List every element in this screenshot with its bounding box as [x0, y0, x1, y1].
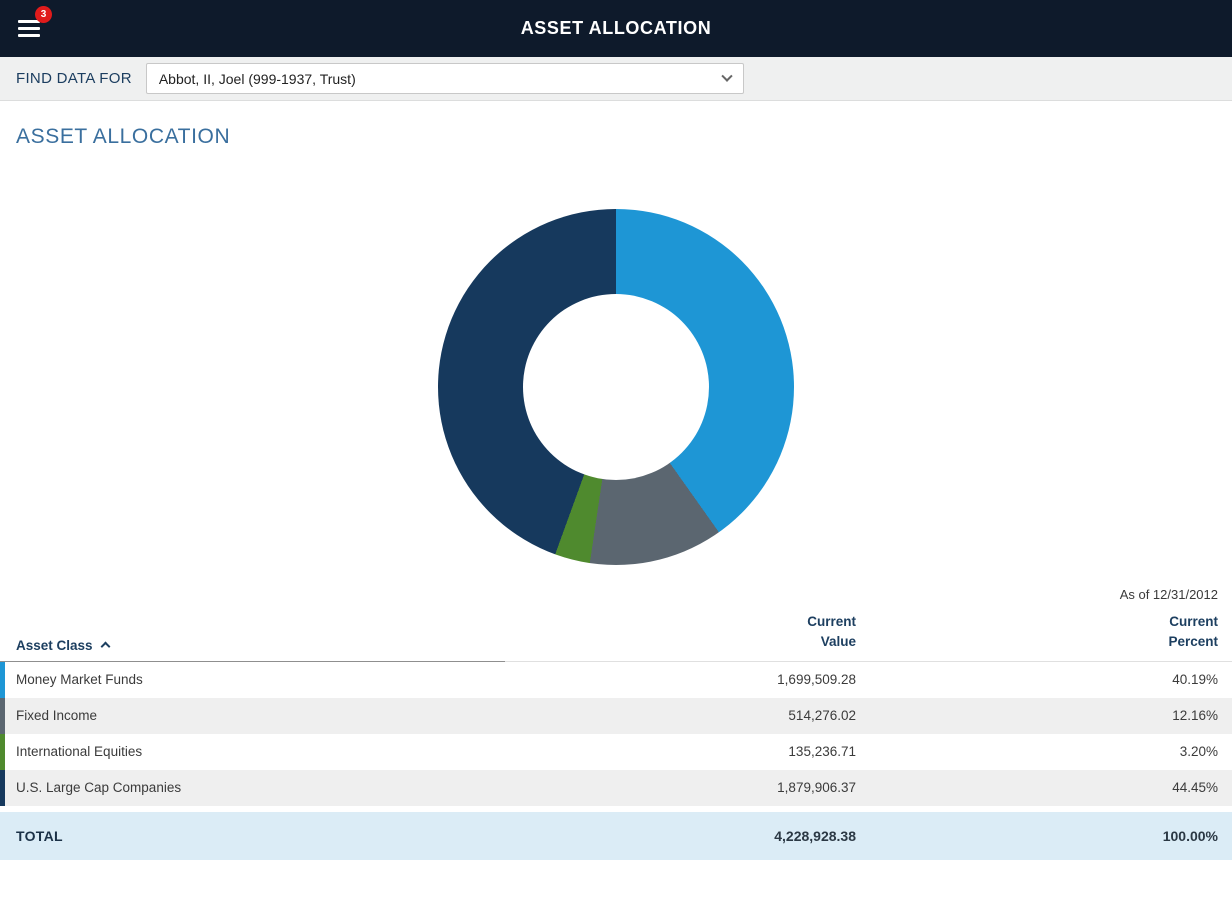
table-row[interactable]: International Equities 135,236.71 3.20% [0, 733, 1232, 770]
row-color-indicator [0, 661, 5, 698]
asset-allocation-donut-chart[interactable] [438, 209, 794, 565]
current-value-cell: 1,879,906.37 [777, 780, 856, 795]
current-value-cell: 514,276.02 [788, 708, 856, 723]
current-value-cell: 135,236.71 [788, 744, 856, 759]
column-header-asset-class[interactable]: Asset Class [0, 638, 505, 662]
current-percent-header-label: Current Percent [1168, 614, 1218, 650]
asset-class-cell: International Equities [0, 733, 505, 770]
row-color-indicator [0, 733, 5, 770]
asset-class-cell: U.S. Large Cap Companies [0, 769, 505, 806]
table-row[interactable]: Money Market Funds 1,699,509.28 40.19% [0, 661, 1232, 698]
table-row[interactable]: U.S. Large Cap Companies 1,879,906.37 44.4… [0, 769, 1232, 806]
current-percent-cell: 12.16% [1172, 708, 1218, 723]
chart-area [0, 209, 1232, 565]
app-header: 3 ASSET ALLOCATION [0, 0, 1232, 57]
main-content: ASSET ALLOCATION As of 12/31/2012 Asset … [0, 125, 1232, 860]
column-header-current-percent[interactable]: Current Percent [856, 612, 1232, 662]
hamburger-icon [18, 20, 40, 23]
donut-hole [523, 294, 709, 480]
current-value-cell: 1,699,509.28 [777, 672, 856, 687]
find-data-label: FIND DATA FOR [16, 70, 132, 87]
current-percent-cell: 44.45% [1172, 780, 1218, 795]
account-select-value: Abbot, II, Joel (999-1937, Trust) [158, 70, 356, 87]
table-body: Money Market Funds 1,699,509.28 40.19% Fixe… [0, 661, 1232, 806]
app-title: ASSET ALLOCATION [520, 18, 712, 38]
chevron-down-icon [721, 70, 733, 82]
total-label: TOTAL [16, 827, 63, 844]
page-title: ASSET ALLOCATION [16, 125, 231, 148]
row-color-indicator [0, 697, 5, 734]
total-value: 4,228,928.38 [774, 827, 856, 844]
notification-badge: 3 [35, 6, 52, 23]
asset-class-header-label: Asset Class [16, 637, 93, 653]
column-header-current-value[interactable]: Current Value [505, 612, 856, 662]
current-percent-cell: 3.20% [1179, 744, 1218, 759]
account-select[interactable]: Abbot, II, Joel (999-1937, Trust) [145, 63, 744, 94]
table-header-row: Asset Class Current Value Current Percen… [0, 612, 1232, 662]
row-color-indicator [0, 769, 5, 806]
asset-class-cell: Money Market Funds [0, 661, 505, 698]
as-of-date: As of 12/31/2012 [1119, 587, 1218, 602]
current-percent-cell: 40.19% [1172, 672, 1218, 687]
total-row: TOTAL 4,228,928.38 100.00% [0, 811, 1232, 860]
find-data-bar: FIND DATA FOR Abbot, II, Joel (999-1937,… [0, 57, 1232, 101]
menu-button[interactable]: 3 [18, 6, 52, 42]
current-value-header-label: Current Value [807, 614, 856, 650]
asset-allocation-table: Asset Class Current Value Current Percen… [0, 612, 1232, 860]
total-percent: 100.00% [1162, 827, 1218, 844]
table-row[interactable]: Fixed Income 514,276.02 12.16% [0, 697, 1232, 734]
sort-asc-icon [100, 641, 110, 651]
asset-class-cell: Fixed Income [0, 697, 505, 734]
